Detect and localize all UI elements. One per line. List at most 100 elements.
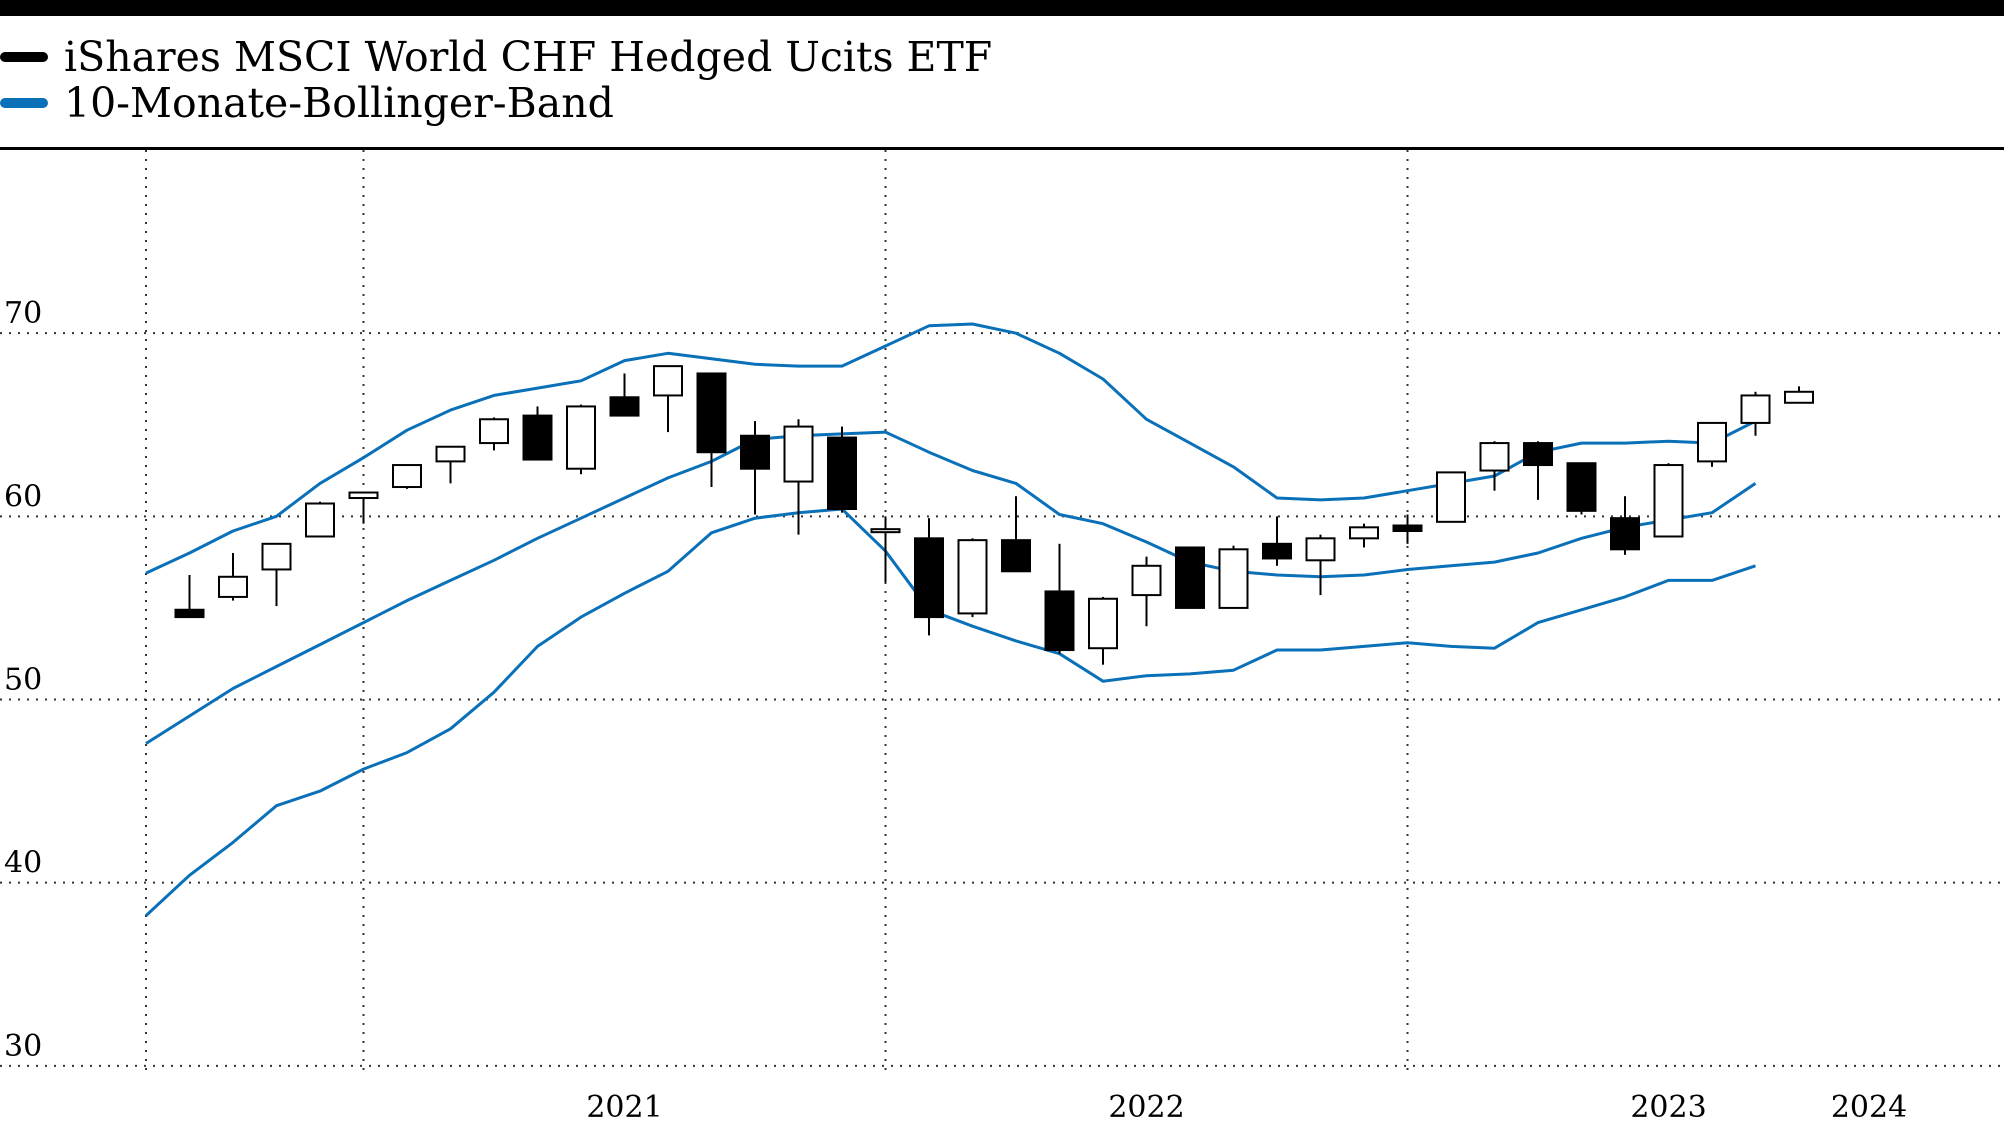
candle-body xyxy=(914,537,944,619)
candle-body xyxy=(653,365,683,397)
candle-body xyxy=(1044,590,1075,652)
y-tick-label: 50 xyxy=(4,663,42,698)
x-tick-label: 2021 xyxy=(586,1090,662,1125)
candle xyxy=(1175,546,1205,609)
candle xyxy=(174,574,205,619)
candle-body xyxy=(740,434,770,470)
x-tick-label: 2023 xyxy=(1630,1090,1706,1125)
y-tick-label: 30 xyxy=(4,1029,42,1064)
candle-body xyxy=(1479,442,1510,472)
candle xyxy=(1262,516,1292,566)
candle-body xyxy=(783,425,814,483)
top-bar xyxy=(0,0,2004,16)
candle-body xyxy=(1610,517,1640,551)
legend-item-etf: iShares MSCI World CHF Hedged Ucits ETF xyxy=(0,34,2004,80)
candle-body xyxy=(1088,597,1118,650)
candle-body xyxy=(827,436,857,511)
candle-body xyxy=(435,445,466,463)
candle-body xyxy=(1523,442,1553,467)
candle xyxy=(522,406,553,461)
candle-body xyxy=(522,414,553,461)
y-axis-labels: 30 40 50 60 70 xyxy=(4,296,42,1064)
candle-body xyxy=(1436,471,1466,523)
x-tick-label: 2022 xyxy=(1108,1090,1184,1125)
candle xyxy=(1566,462,1597,515)
candle-body xyxy=(1740,394,1771,424)
vertical-gridlines xyxy=(145,150,1409,1075)
legend-label-etf: iShares MSCI World CHF Hedged Ucits ETF xyxy=(64,33,993,81)
candle-body xyxy=(1697,421,1727,463)
candle xyxy=(1653,463,1684,538)
candle xyxy=(1001,496,1031,573)
candle-body xyxy=(566,405,596,470)
bollinger-bands xyxy=(144,322,1757,917)
candle-body xyxy=(174,608,205,619)
candle xyxy=(1392,514,1423,544)
candle-body xyxy=(1392,524,1423,532)
candle-body xyxy=(1218,548,1249,609)
candlesticks xyxy=(174,365,1814,665)
bollinger-middle-line xyxy=(145,430,1757,745)
candle xyxy=(1044,543,1075,654)
candle xyxy=(1697,421,1727,467)
candle-body xyxy=(1566,462,1597,512)
legend-item-bollinger: 10-Monate-Bollinger-Band xyxy=(0,80,2004,126)
candle xyxy=(479,417,509,451)
legend-swatch-bollinger xyxy=(0,98,48,108)
candle-body xyxy=(1349,526,1379,540)
candle-body xyxy=(1131,564,1162,597)
candle-body xyxy=(348,491,379,500)
candle xyxy=(783,419,814,535)
candle-body xyxy=(1175,546,1205,609)
candle-body xyxy=(392,464,422,489)
bollinger-lower-line xyxy=(144,507,1756,917)
candle xyxy=(1740,391,1771,436)
candle xyxy=(827,426,857,513)
candle xyxy=(653,365,683,433)
candle-body xyxy=(1653,464,1684,538)
candle-body xyxy=(261,542,292,571)
candle xyxy=(566,404,596,475)
candle xyxy=(609,373,640,417)
candle xyxy=(870,516,901,583)
candle-body xyxy=(957,539,988,615)
candle xyxy=(348,491,379,524)
candle xyxy=(305,501,335,538)
candle xyxy=(1784,386,1814,404)
candle-body xyxy=(696,372,727,454)
candle-body xyxy=(1001,539,1031,573)
candle-body xyxy=(218,575,248,598)
candle xyxy=(1218,545,1249,609)
candle xyxy=(740,421,770,515)
candle xyxy=(392,464,422,489)
candle xyxy=(1523,441,1553,500)
candle-body xyxy=(1262,542,1292,560)
legend-divider xyxy=(0,147,2004,150)
candle-body xyxy=(609,396,640,417)
candle xyxy=(435,445,466,484)
candle xyxy=(218,552,248,601)
x-axis-labels: 2021 2022 2023 2024 xyxy=(586,1090,1907,1125)
legend-label-bollinger: 10-Monate-Bollinger-Band xyxy=(64,79,614,127)
candle xyxy=(1479,441,1510,491)
candle xyxy=(914,518,944,636)
y-tick-label: 40 xyxy=(4,846,42,881)
y-tick-label: 70 xyxy=(4,296,42,331)
candle xyxy=(1305,534,1336,596)
candle-body xyxy=(1784,390,1814,404)
candle xyxy=(261,542,292,607)
candle-body xyxy=(870,528,901,534)
candle-body xyxy=(305,502,335,538)
candle xyxy=(1131,556,1162,627)
bollinger-upper-line xyxy=(145,322,1757,575)
candle xyxy=(1436,471,1466,523)
candle xyxy=(1349,523,1379,548)
candle xyxy=(1088,596,1118,665)
legend-swatch-etf xyxy=(0,52,48,62)
legend: iShares MSCI World CHF Hedged Ucits ETF … xyxy=(0,34,2004,126)
x-tick-label: 2024 xyxy=(1831,1090,1907,1125)
candle-body xyxy=(1305,537,1336,562)
candle-body xyxy=(479,418,509,445)
y-tick-label: 60 xyxy=(4,479,42,514)
